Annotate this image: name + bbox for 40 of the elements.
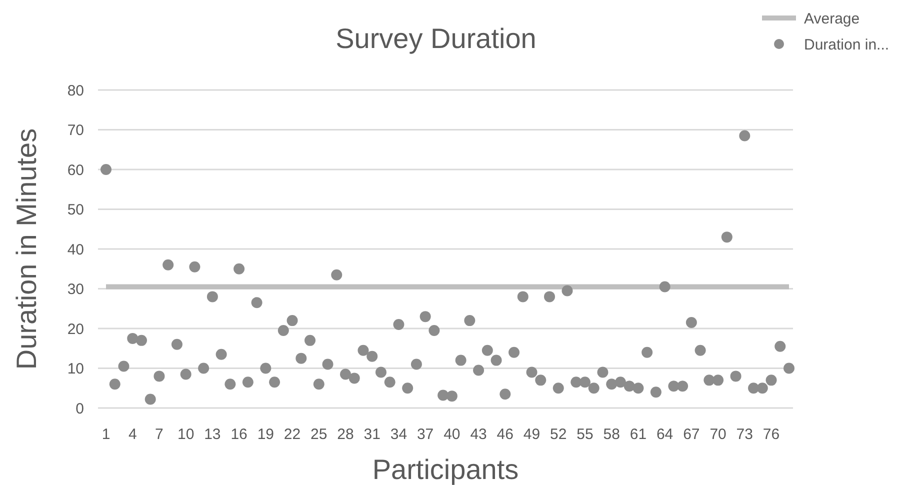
- y-tick-label: 50: [67, 202, 84, 218]
- x-tick-label: 52: [550, 426, 567, 443]
- x-tick-label: 7: [155, 426, 164, 443]
- x-tick-label: 73: [736, 426, 753, 443]
- x-tick-label: 10: [177, 426, 194, 443]
- chart-title: Survey Duration: [336, 23, 536, 54]
- x-tick-label: 37: [416, 426, 434, 443]
- x-tick-label: 4: [128, 426, 137, 443]
- x-tick-label: 49: [523, 426, 540, 443]
- x-tick-label: 31: [364, 426, 380, 443]
- x-tick-label: 28: [337, 426, 354, 443]
- x-tick-label: 43: [470, 426, 487, 443]
- x-tick-label: 1: [102, 426, 110, 443]
- y-tick-label: 0: [76, 400, 84, 418]
- x-tick-label: 46: [496, 426, 514, 443]
- x-tick-label: 58: [603, 426, 620, 443]
- legend-label: Average: [804, 10, 860, 28]
- legend-label: Duration in...: [804, 36, 890, 54]
- y-tick-label: 20: [67, 320, 84, 338]
- y-tick-label: 40: [67, 241, 84, 258]
- y-tick-label: 80: [67, 82, 84, 100]
- y-tick-label: 10: [67, 360, 84, 378]
- x-tick-label: 61: [630, 426, 647, 443]
- x-tick-label: 64: [656, 426, 674, 443]
- y-tick-label: 30: [67, 281, 84, 298]
- y-tick-label: 60: [67, 162, 84, 179]
- x-tick-label: 13: [204, 426, 221, 443]
- x-axis-title: Participants: [372, 454, 519, 485]
- x-tick-label: 22: [284, 426, 301, 443]
- x-tick-label: 25: [310, 426, 328, 443]
- x-tick-label: 55: [576, 426, 594, 443]
- x-tick-label: 40: [444, 426, 460, 443]
- x-tick-label: 76: [762, 426, 780, 443]
- y-tick-label: 70: [67, 122, 84, 139]
- y-axis-title: Duration in Minutes: [11, 128, 42, 370]
- x-tick-label: 70: [710, 426, 726, 443]
- x-tick-label: 19: [257, 426, 274, 443]
- x-tick-label: 16: [230, 426, 248, 443]
- x-tick-label: 34: [390, 426, 408, 443]
- x-tick-label: 67: [683, 426, 700, 443]
